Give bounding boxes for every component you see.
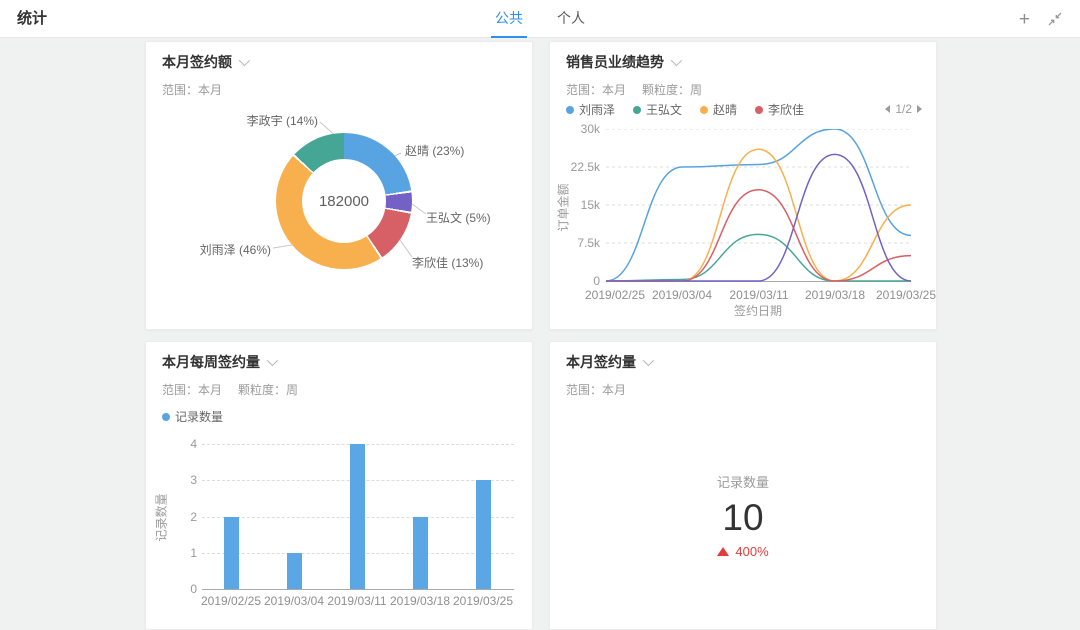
- pie-slice-label[interactable]: 刘雨泽 (46%): [199, 243, 271, 257]
- y-tick-label: 22.5k: [570, 160, 600, 174]
- x-tick-label: 2019/03/11: [327, 594, 387, 608]
- pie-slice-label[interactable]: 赵晴 (23%): [405, 144, 465, 158]
- bar-chart[interactable]: [202, 444, 514, 590]
- card-title[interactable]: 本月每周签约量: [162, 352, 279, 372]
- series-line: [606, 148, 911, 282]
- y-tick-label: 7.5k: [577, 236, 600, 250]
- legend-item[interactable]: 王弘文: [633, 101, 682, 118]
- y-tick-label: 1: [190, 545, 197, 560]
- y-axis-name: 订单金额: [556, 183, 571, 232]
- tab-public[interactable]: 公共: [491, 0, 527, 38]
- kpi-block: 记录数量 10 400%: [550, 472, 936, 559]
- collapse-icon[interactable]: [1048, 12, 1062, 26]
- pie-slice-label[interactable]: 李政宇 (14%): [246, 114, 318, 128]
- granularity-label: 颗粒度：周: [642, 83, 703, 97]
- bar[interactable]: [413, 516, 428, 589]
- x-tick-label: 2019/03/04: [651, 288, 713, 302]
- scope-label: 范围：本月: [162, 83, 223, 97]
- legend-dot-icon: [755, 105, 764, 114]
- page-title: 统计: [17, 10, 48, 27]
- line-chart[interactable]: [606, 129, 911, 284]
- legend-item[interactable]: 李欣佳: [755, 101, 804, 118]
- y-axis-name: 记录数量: [154, 493, 169, 542]
- chevron-down-icon: [238, 54, 251, 67]
- x-tick-label: 2019/03/25: [452, 594, 514, 608]
- x-tick-label: 2019/03/18: [389, 594, 451, 608]
- kpi-value: 10: [722, 497, 764, 538]
- card-monthly-count: 本月签约量 范围：本月 记录数量 10 400%: [549, 341, 937, 630]
- page-prev-icon[interactable]: [885, 105, 891, 113]
- series-line: [606, 233, 911, 282]
- bar[interactable]: [350, 444, 365, 589]
- legend-item[interactable]: 赵晴: [700, 101, 737, 118]
- kpi-label: 记录数量: [716, 475, 769, 490]
- legend-label: 李欣佳: [768, 103, 805, 117]
- y-tick-label: 15k: [580, 198, 600, 212]
- card-sales-trend: 销售员业绩趋势 范围：本月 颗粒度：周 刘雨泽 王弘文 赵晴 李欣佳 1/2 30k 2…: [549, 41, 937, 330]
- bar[interactable]: [224, 516, 239, 589]
- add-icon[interactable]: +: [1018, 8, 1030, 30]
- card-title[interactable]: 本月签约额: [162, 52, 251, 72]
- legend-label: 王弘文: [646, 103, 683, 117]
- x-tick-label: 2019/03/04: [263, 594, 325, 608]
- page-next-icon[interactable]: [917, 105, 922, 113]
- scope-label: 范围：本月: [566, 83, 627, 97]
- card-weekly-count: 本月每周签约量 范围：本月 颗粒度：周 记录数量 0 1 2 3 4 2019/02/2…: [145, 341, 533, 630]
- chevron-down-icon: [670, 54, 683, 67]
- x-axis-line: [202, 589, 514, 590]
- legend-label: 记录数量: [175, 410, 224, 424]
- series-line: [606, 129, 911, 282]
- y-tick-label: 30k: [580, 122, 600, 136]
- pie-slice-label[interactable]: 王弘文 (5%): [426, 211, 491, 225]
- granularity-label: 颗粒度：周: [238, 383, 299, 397]
- kpi-delta-value: 400%: [735, 544, 769, 559]
- legend-page-indicator: 1/2: [895, 102, 912, 116]
- card-title[interactable]: 本月签约量: [566, 352, 655, 372]
- tab-personal[interactable]: 个人: [557, 10, 585, 26]
- scope-label: 范围：本月: [162, 383, 223, 397]
- legend-label: 赵晴: [713, 103, 738, 117]
- legend-item[interactable]: 记录数量: [162, 408, 223, 425]
- legend-label: 刘雨泽: [579, 103, 616, 117]
- header-bar: 统计 公共 个人 +: [0, 0, 1080, 38]
- legend-item[interactable]: 刘雨泽: [566, 101, 615, 118]
- bar[interactable]: [287, 552, 302, 589]
- card-title[interactable]: 销售员业绩趋势: [566, 52, 683, 72]
- card-contract-amount: 本月签约额 范围：本月 182000 赵晴 (23%) 王弘文 (5%) 李欣佳 (…: [145, 41, 533, 330]
- header-actions: +: [1019, 0, 1062, 38]
- legend-dot-icon: [162, 412, 170, 421]
- y-tick-label: 3: [190, 473, 197, 488]
- pie-slice-label[interactable]: 李欣佳 (13%): [412, 256, 484, 270]
- donut-center-value: 182000: [302, 159, 386, 243]
- x-tick-label: 2019/02/25: [200, 594, 262, 608]
- x-tick-label: 2019/03/18: [804, 288, 866, 302]
- y-tick-label: 0: [190, 582, 197, 596]
- legend-dot-icon: [633, 105, 642, 114]
- pie-label-connector: [272, 244, 293, 249]
- pie-label-connector: [411, 203, 427, 215]
- tab-bar: 公共 个人: [491, 0, 589, 38]
- pie-label-connector: [399, 239, 413, 258]
- y-tick-label: 0: [593, 274, 600, 288]
- legend-dot-icon: [566, 105, 574, 114]
- y-tick-label: 4: [190, 437, 197, 451]
- x-axis-name: 签约日期: [733, 304, 783, 318]
- legend-dot-icon: [700, 105, 709, 114]
- bar[interactable]: [476, 480, 491, 589]
- chevron-down-icon: [266, 354, 279, 367]
- scope-label: 范围：本月: [566, 383, 627, 397]
- series-line: [606, 153, 911, 282]
- x-tick-label: 2019/03/11: [729, 288, 789, 302]
- kpi-delta: 400%: [717, 544, 769, 559]
- chevron-down-icon: [642, 354, 655, 367]
- legend-pagination: 1/2: [885, 102, 922, 116]
- up-triangle-icon: [717, 547, 730, 556]
- y-tick-label: 2: [190, 509, 197, 524]
- x-tick-label: 2019/02/25: [584, 288, 646, 302]
- x-tick-label: 2019/03/25: [875, 288, 937, 302]
